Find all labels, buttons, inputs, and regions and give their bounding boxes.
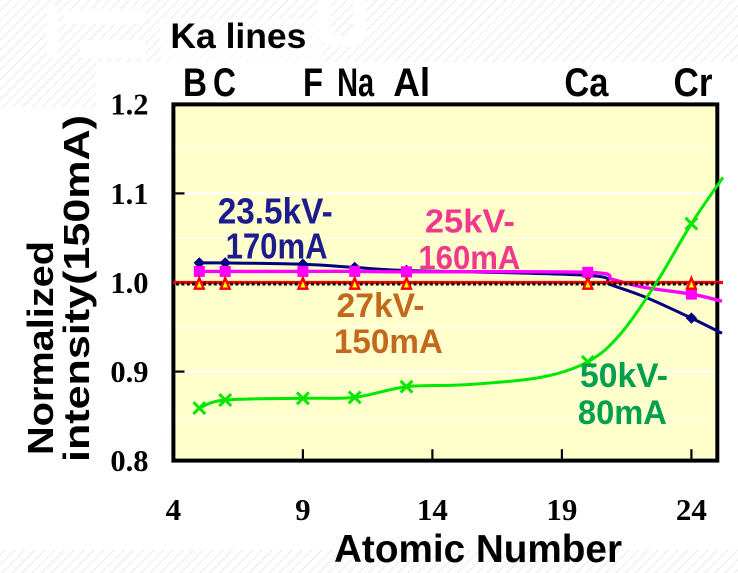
svg-text:Normalized: Normalized	[20, 241, 61, 455]
svg-text:0.8: 0.8	[110, 444, 148, 478]
svg-text:Al: Al	[393, 61, 430, 105]
svg-text:Ka lines: Ka lines	[170, 17, 306, 56]
svg-text:4: 4	[166, 492, 182, 527]
svg-text:23.5kV-: 23.5kV-	[218, 190, 333, 231]
svg-text:Atomic Number: Atomic Number	[334, 528, 622, 571]
svg-text:1.2: 1.2	[110, 88, 148, 122]
svg-text:F: F	[303, 61, 323, 105]
svg-text:Cr: Cr	[674, 61, 713, 105]
svg-text:170mA: 170mA	[226, 226, 328, 267]
svg-text:80mA: 80mA	[578, 394, 667, 432]
svg-text:1.1: 1.1	[110, 177, 148, 211]
svg-text:0.9: 0.9	[110, 355, 148, 389]
svg-text:9: 9	[295, 492, 311, 527]
svg-text:24: 24	[676, 492, 707, 527]
svg-text:14: 14	[417, 492, 448, 527]
svg-text:160mA: 160mA	[418, 239, 520, 276]
svg-text:19: 19	[546, 492, 577, 527]
svg-text:Ca: Ca	[564, 61, 609, 105]
svg-text:150mA: 150mA	[334, 323, 443, 361]
svg-text:50kV-: 50kV-	[580, 357, 668, 395]
svg-text:25kV-: 25kV-	[425, 202, 515, 239]
svg-text:27kV-: 27kV-	[337, 287, 425, 325]
svg-text:B: B	[183, 61, 207, 105]
svg-text:1.0: 1.0	[110, 266, 148, 300]
svg-text:intensity(150mA): intensity(150mA)	[56, 115, 97, 462]
svg-text:C: C	[213, 61, 236, 105]
svg-text:Na: Na	[337, 61, 375, 105]
